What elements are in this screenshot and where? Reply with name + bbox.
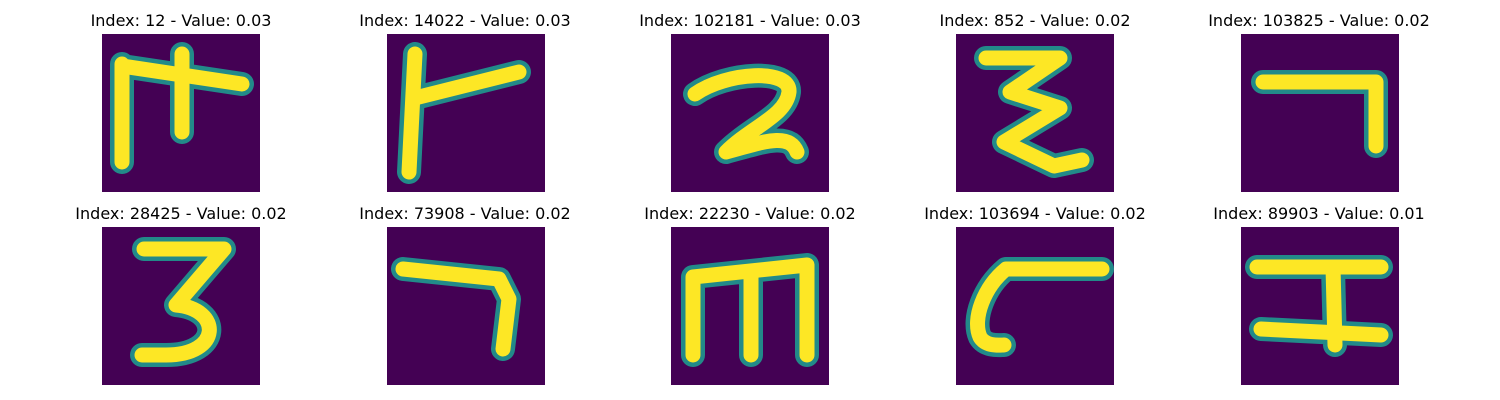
character-4-image xyxy=(974,46,1094,178)
panel-title: Index: 102181 - Value: 0.03 xyxy=(639,11,861,30)
panel-title: Index: 22230 - Value: 0.02 xyxy=(644,204,856,223)
character-image xyxy=(956,227,1114,385)
character-7-image xyxy=(391,257,521,361)
panel-title: Index: 103694 - Value: 0.02 xyxy=(924,204,1146,223)
panel-title: Index: 14022 - Value: 0.03 xyxy=(359,11,571,30)
panel-title: Index: 852 - Value: 0.02 xyxy=(939,11,1131,30)
character-image xyxy=(671,34,829,192)
panel-title: Index: 73908 - Value: 0.02 xyxy=(359,204,571,223)
character-image xyxy=(387,227,545,385)
character-3-image xyxy=(683,63,809,164)
character-9-image xyxy=(965,257,1114,358)
character-image xyxy=(102,34,260,192)
character-image xyxy=(1241,227,1399,385)
panel-title: Index: 12 - Value: 0.03 xyxy=(90,11,272,30)
character-10-image xyxy=(1245,255,1393,357)
character-image xyxy=(102,227,260,385)
character-image xyxy=(387,34,545,192)
panel-title: Index: 103825 - Value: 0.02 xyxy=(1208,11,1430,30)
character-1-image xyxy=(110,42,254,174)
character-image xyxy=(956,34,1114,192)
character-8-image xyxy=(681,253,819,367)
character-5-image xyxy=(1251,70,1388,158)
panel-title: Index: 28425 - Value: 0.02 xyxy=(75,204,287,223)
character-image xyxy=(1241,34,1399,192)
panel-title: Index: 89903 - Value: 0.01 xyxy=(1213,204,1425,223)
character-2-image xyxy=(397,42,531,184)
character-image xyxy=(671,227,829,385)
character-6-image xyxy=(130,237,236,367)
